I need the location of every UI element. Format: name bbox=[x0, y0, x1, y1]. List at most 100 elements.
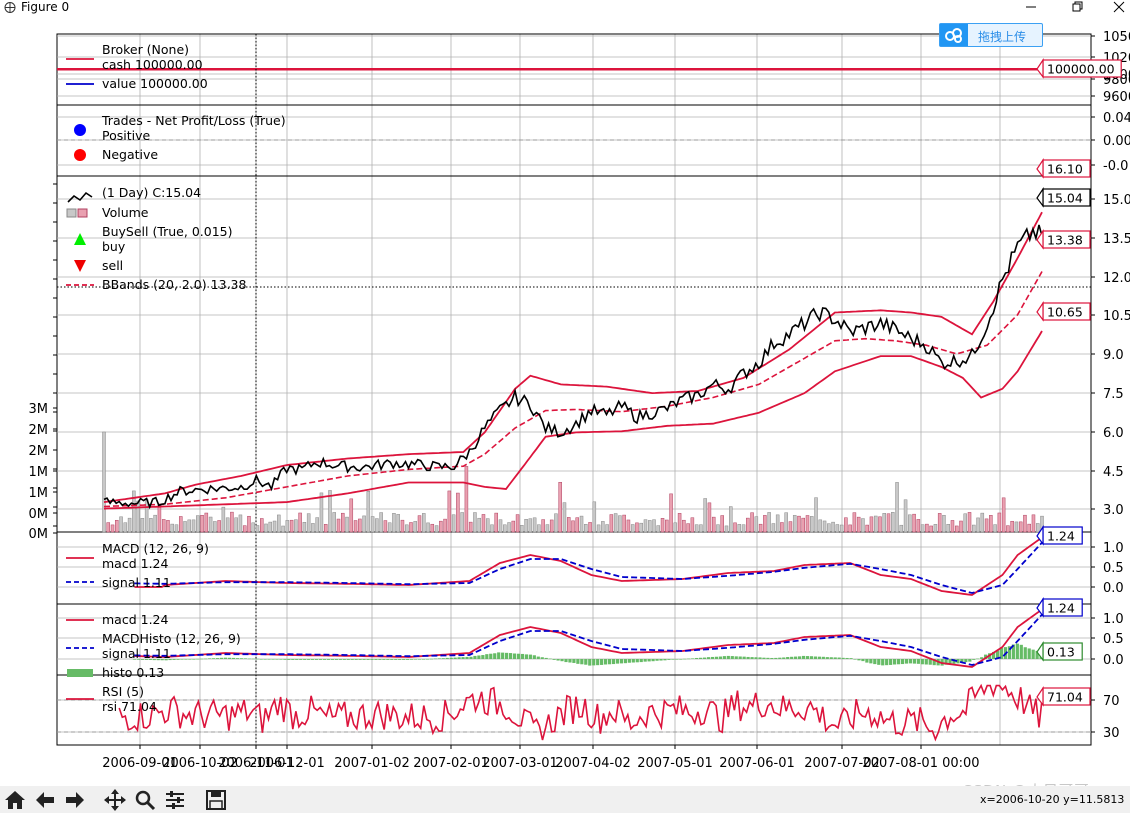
histo-bar bbox=[291, 659, 295, 660]
volume-bar bbox=[665, 519, 669, 533]
histo-bar bbox=[382, 659, 386, 660]
volume-bar bbox=[392, 513, 396, 533]
volume-bar bbox=[967, 512, 972, 533]
upload-overlay-button[interactable]: 拖拽上传 bbox=[939, 23, 1043, 47]
histo-bar bbox=[841, 657, 845, 659]
volume-bar bbox=[903, 499, 908, 533]
volume-bar bbox=[473, 512, 477, 533]
volume-bar bbox=[1014, 521, 1019, 533]
histo-bar bbox=[853, 659, 857, 660]
macd-line bbox=[134, 536, 1043, 596]
histo-bar bbox=[168, 659, 172, 661]
close-icon[interactable] bbox=[1108, 0, 1130, 14]
volume-bar bbox=[323, 524, 328, 533]
volume-bar bbox=[127, 517, 132, 533]
histo-bar bbox=[833, 657, 837, 659]
volume-bar bbox=[537, 524, 541, 533]
histo-bar bbox=[540, 657, 544, 659]
histo-bar bbox=[314, 659, 319, 660]
chart-canvas[interactable]: 10501020100098009600Broker (None)cash 10… bbox=[0, 16, 1130, 786]
histo-bar bbox=[417, 659, 422, 660]
volume-bar bbox=[605, 524, 609, 533]
histo-bar bbox=[603, 659, 608, 665]
histo-bar bbox=[722, 656, 726, 659]
volume-bar bbox=[801, 517, 805, 533]
volume-bar bbox=[404, 524, 409, 533]
volume-bar bbox=[750, 512, 754, 533]
histo-bar bbox=[865, 659, 869, 663]
volume-bar bbox=[183, 521, 187, 533]
volume-bar bbox=[925, 523, 929, 533]
volume-bar bbox=[844, 517, 848, 533]
histo-bar bbox=[564, 659, 568, 663]
volume-bar bbox=[430, 523, 435, 533]
histo-bar bbox=[227, 657, 232, 659]
histo-bar bbox=[243, 658, 247, 659]
histo-bar bbox=[176, 659, 180, 660]
histo-bar bbox=[639, 659, 643, 663]
window-title: Figure 0 bbox=[21, 0, 70, 14]
price-axis-tick-label: 6.0 bbox=[1103, 426, 1124, 441]
volume-bar bbox=[933, 524, 938, 533]
volume-bar bbox=[481, 514, 486, 533]
home-icon[interactable] bbox=[3, 789, 27, 811]
volume-bar bbox=[669, 493, 673, 533]
restore-icon[interactable] bbox=[1066, 0, 1088, 14]
price-legend-sell: sell bbox=[102, 258, 123, 273]
histo-bar bbox=[192, 659, 196, 660]
histo-bar bbox=[651, 659, 655, 662]
volume-bar bbox=[524, 518, 528, 533]
volume-bar bbox=[694, 524, 699, 533]
x-axis-tick-label: 2006-10-02 bbox=[162, 756, 238, 771]
close-price-line bbox=[103, 224, 1043, 510]
volume-axis-tick-label: 3M bbox=[29, 402, 49, 417]
volume-bar bbox=[618, 515, 622, 533]
price-axis-tick-label: 15.0 bbox=[1103, 193, 1130, 208]
price-legend-volume: Volume bbox=[102, 205, 149, 220]
price-legend-buy: buy bbox=[102, 239, 126, 254]
histo-bar bbox=[691, 658, 695, 659]
histo-bar bbox=[730, 656, 734, 659]
histo-bar bbox=[497, 652, 501, 659]
histo-bar bbox=[1035, 650, 1039, 659]
histo-bar bbox=[235, 658, 239, 659]
volume-bar bbox=[673, 522, 678, 533]
histo-bar bbox=[425, 658, 430, 660]
volume-bar bbox=[763, 515, 767, 533]
histo-bar bbox=[342, 659, 346, 660]
back-icon[interactable] bbox=[33, 789, 57, 811]
volume-bar bbox=[741, 524, 746, 533]
price-axis-tick-label: 7.5 bbox=[1103, 387, 1124, 402]
macd-axis-tick-label: 1.0 bbox=[1103, 541, 1124, 556]
volume-bar bbox=[912, 513, 916, 533]
cloud-icon bbox=[940, 24, 968, 46]
histo-bar bbox=[461, 657, 465, 659]
histo-bar bbox=[786, 657, 790, 659]
configure-icon[interactable] bbox=[163, 789, 187, 811]
histo-bar bbox=[738, 656, 742, 659]
histo-bar bbox=[437, 658, 441, 659]
volume-bar bbox=[839, 524, 844, 533]
volume-bar bbox=[464, 466, 469, 533]
volume-bar bbox=[477, 517, 481, 533]
volume-bar bbox=[554, 513, 558, 533]
histo-bar bbox=[449, 657, 453, 659]
volume-bar bbox=[217, 520, 221, 533]
save-icon[interactable] bbox=[204, 789, 228, 811]
histo-bar bbox=[1031, 649, 1035, 659]
bbands-mid-last-label-pointer bbox=[1036, 229, 1044, 250]
minimize-icon[interactable] bbox=[1020, 0, 1042, 14]
histo-bar bbox=[869, 659, 873, 664]
histo-bar bbox=[180, 659, 184, 660]
volume-bar bbox=[814, 497, 818, 533]
histo-signal-line bbox=[134, 613, 1043, 666]
forward-icon[interactable] bbox=[63, 789, 87, 811]
volume-bar bbox=[272, 520, 277, 533]
pan-icon[interactable] bbox=[103, 789, 127, 811]
macd-legend-macd: macd 1.24 bbox=[102, 556, 168, 571]
volume-bar bbox=[822, 520, 827, 533]
x-axis-tick-label: 2007-08-01 00:00 bbox=[862, 756, 979, 771]
zoom-icon[interactable] bbox=[133, 789, 157, 811]
histo-bar bbox=[219, 657, 224, 659]
histo-bar bbox=[140, 659, 144, 660]
